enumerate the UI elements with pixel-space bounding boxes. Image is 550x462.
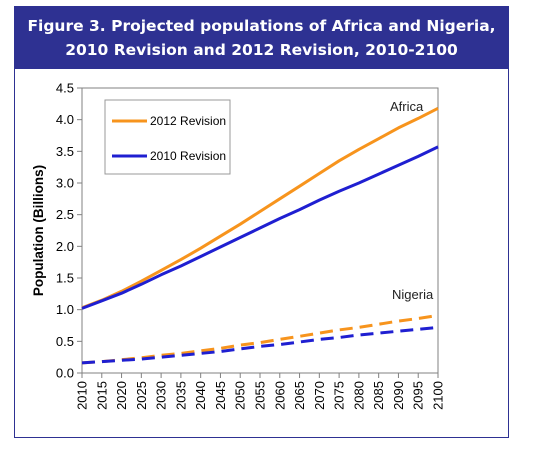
annotation-africa: Africa xyxy=(390,99,424,114)
figure-title: Figure 3. Projected populations of Afric… xyxy=(15,7,508,69)
x-tick-label: 2020 xyxy=(114,381,129,410)
x-tick-label: 2085 xyxy=(371,381,386,410)
legend-label: 2010 Revision xyxy=(150,149,226,163)
x-tick-label: 2045 xyxy=(213,381,228,410)
x-tick-label: 2090 xyxy=(391,381,406,410)
x-tick-label: 2060 xyxy=(272,381,287,410)
x-tick-label: 2025 xyxy=(134,381,149,410)
y-tick-label: 4.5 xyxy=(56,81,74,96)
y-tick-label: 2.5 xyxy=(56,207,74,222)
y-tick-label: 3.5 xyxy=(56,144,74,159)
y-tick-label: 4.0 xyxy=(56,112,74,127)
x-tick-label: 2040 xyxy=(193,381,208,410)
figure-title-line-2: 2010 Revision and 2012 Revision, 2010-21… xyxy=(65,41,458,59)
x-tick-label: 2095 xyxy=(411,381,426,410)
x-tick-label: 2010 xyxy=(75,381,90,410)
legend-label: 2012 Revision xyxy=(150,114,226,128)
x-tick-label: 2050 xyxy=(233,381,248,410)
x-tick-label: 2035 xyxy=(173,381,188,410)
x-tick-label: 2030 xyxy=(154,381,169,410)
plot-area: 0.0 0.5 1.0 1.5 2.0 2.5 3.0 3.5 4.0 4.5 2010 2015 20… xyxy=(56,81,446,410)
y-tick-label: 1.5 xyxy=(56,271,74,286)
x-tick-label: 2065 xyxy=(292,381,307,410)
figure-title-line-1: Figure 3. Projected populations of Afric… xyxy=(27,17,496,35)
x-tick-label: 2100 xyxy=(431,381,446,410)
x-tick-label: 2080 xyxy=(351,381,366,410)
y-tick-label: 0.0 xyxy=(56,366,74,381)
legend-box xyxy=(104,99,231,175)
annotation-nigeria: Nigeria xyxy=(392,287,434,302)
y-tick-label: 3.0 xyxy=(56,176,74,191)
y-tick-label: 0.5 xyxy=(56,334,74,349)
x-tick-label: 2015 xyxy=(94,381,109,410)
y-tick-label: 1.0 xyxy=(56,302,74,317)
y-tick-label: 2.0 xyxy=(56,239,74,254)
y-axis-label: Population (Billions) xyxy=(31,165,46,296)
series-line-africa-2010-revision xyxy=(81,145,439,310)
x-tick-label: 2070 xyxy=(312,381,327,410)
legend: 2012 Revision 2010 Revision xyxy=(104,99,231,175)
series-line-africa-2012-revision xyxy=(81,106,439,310)
x-tick-label: 2075 xyxy=(332,381,347,410)
x-tick-label: 2055 xyxy=(253,381,268,410)
